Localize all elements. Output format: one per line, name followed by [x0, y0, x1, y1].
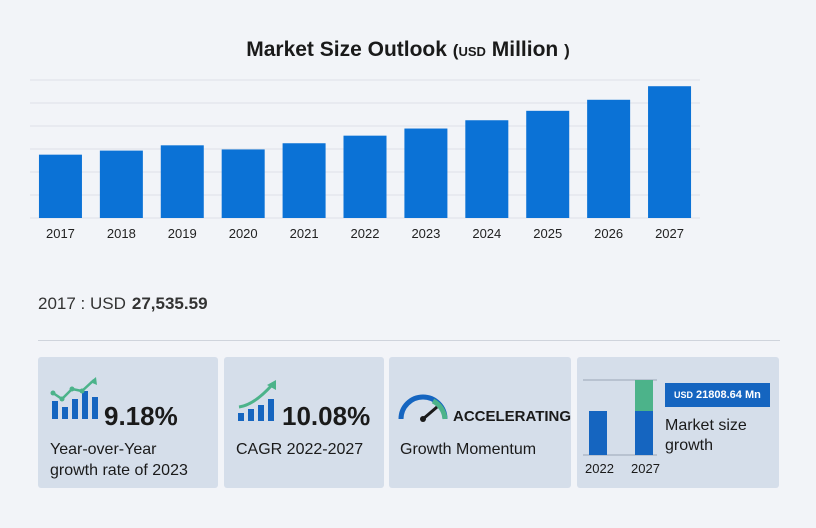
bar-2018: [99, 150, 143, 218]
title-main: Market Size Outlook: [246, 38, 447, 61]
bar-2023: [404, 128, 448, 218]
mini-year-2022: 2022: [585, 461, 614, 476]
x-tick-2024: 2024: [472, 226, 501, 241]
title-close-paren: ): [564, 41, 570, 60]
bar-2020: [221, 149, 265, 218]
x-tick-2017: 2017: [46, 226, 75, 241]
bar-2022: [343, 135, 387, 218]
growth-chart-icon: [50, 377, 98, 419]
speedometer-icon: [398, 394, 448, 422]
mini-bar-2027-growth: [635, 380, 653, 411]
momentum-value: ACCELERATING: [453, 408, 572, 425]
x-tick-2027: 2027: [655, 226, 684, 241]
momentum-caption: Growth Momentum: [400, 441, 537, 458]
x-tick-2019: 2019: [168, 226, 197, 241]
cagr-caption: CAGR 2022-2027: [236, 441, 364, 458]
yoy-value: 9.18%: [104, 401, 178, 431]
x-tick-2021: 2021: [290, 226, 319, 241]
x-tick-2022: 2022: [351, 226, 380, 241]
title-unit: Million: [491, 38, 559, 61]
market-caption-line1: Market size: [665, 417, 747, 434]
momentum-card: ACCELERATING Growth Momentum: [389, 357, 571, 488]
x-tick-2023: 2023: [411, 226, 440, 241]
bar-2021: [282, 143, 326, 218]
title-usd: USD: [458, 44, 486, 59]
growth-value-badge: USD 21808.64 Mn: [665, 383, 770, 407]
x-tick-2025: 2025: [533, 226, 562, 241]
bar-2017: [38, 154, 82, 218]
x-tick-2026: 2026: [594, 226, 623, 241]
section-divider: [38, 340, 780, 341]
badge-unit: USD: [674, 390, 694, 400]
mini-bar-2027-base: [635, 411, 653, 455]
cagr-value: 10.08%: [282, 401, 371, 431]
yoy-caption-line1: Year-over-Year: [50, 441, 157, 458]
badge-value: 21808.64 Mn: [696, 389, 761, 401]
x-tick-2020: 2020: [229, 226, 258, 241]
title-open-paren: (: [452, 41, 459, 60]
x-tick-2018: 2018: [107, 226, 136, 241]
yoy-caption-line2: growth rate of 2023: [50, 462, 188, 479]
mini-growth-chart: [583, 379, 657, 456]
bar-2024: [465, 120, 509, 218]
trend-up-icon: [238, 380, 276, 421]
cagr-card: 10.08% CAGR 2022-2027: [224, 357, 384, 488]
base-year-label: 2017 : USD: [38, 294, 126, 313]
bar-2026: [587, 99, 631, 218]
mini-bar-2022: [589, 411, 607, 455]
yoy-card: 9.18% Year-over-Year growth rate of 2023: [38, 357, 218, 488]
base-year-value: 2017 : USD 27,535.59: [38, 294, 208, 314]
base-year-number: 27,535.59: [131, 294, 208, 313]
bar-2027: [648, 86, 692, 219]
chart-title: Market Size Outlook (USD Million ): [0, 38, 816, 62]
mini-year-2027: 2027: [631, 461, 660, 476]
bar-chart: 2017 2018 2019 2020 2021 2022 2023 2024 2025 2026…: [30, 79, 700, 241]
bar-2019: [160, 145, 204, 218]
bar-2025: [526, 110, 570, 218]
market-growth-card: USD 21808.64 Mn Market size growth 2022 2…: [577, 357, 779, 488]
market-caption-line2: growth: [665, 437, 714, 454]
